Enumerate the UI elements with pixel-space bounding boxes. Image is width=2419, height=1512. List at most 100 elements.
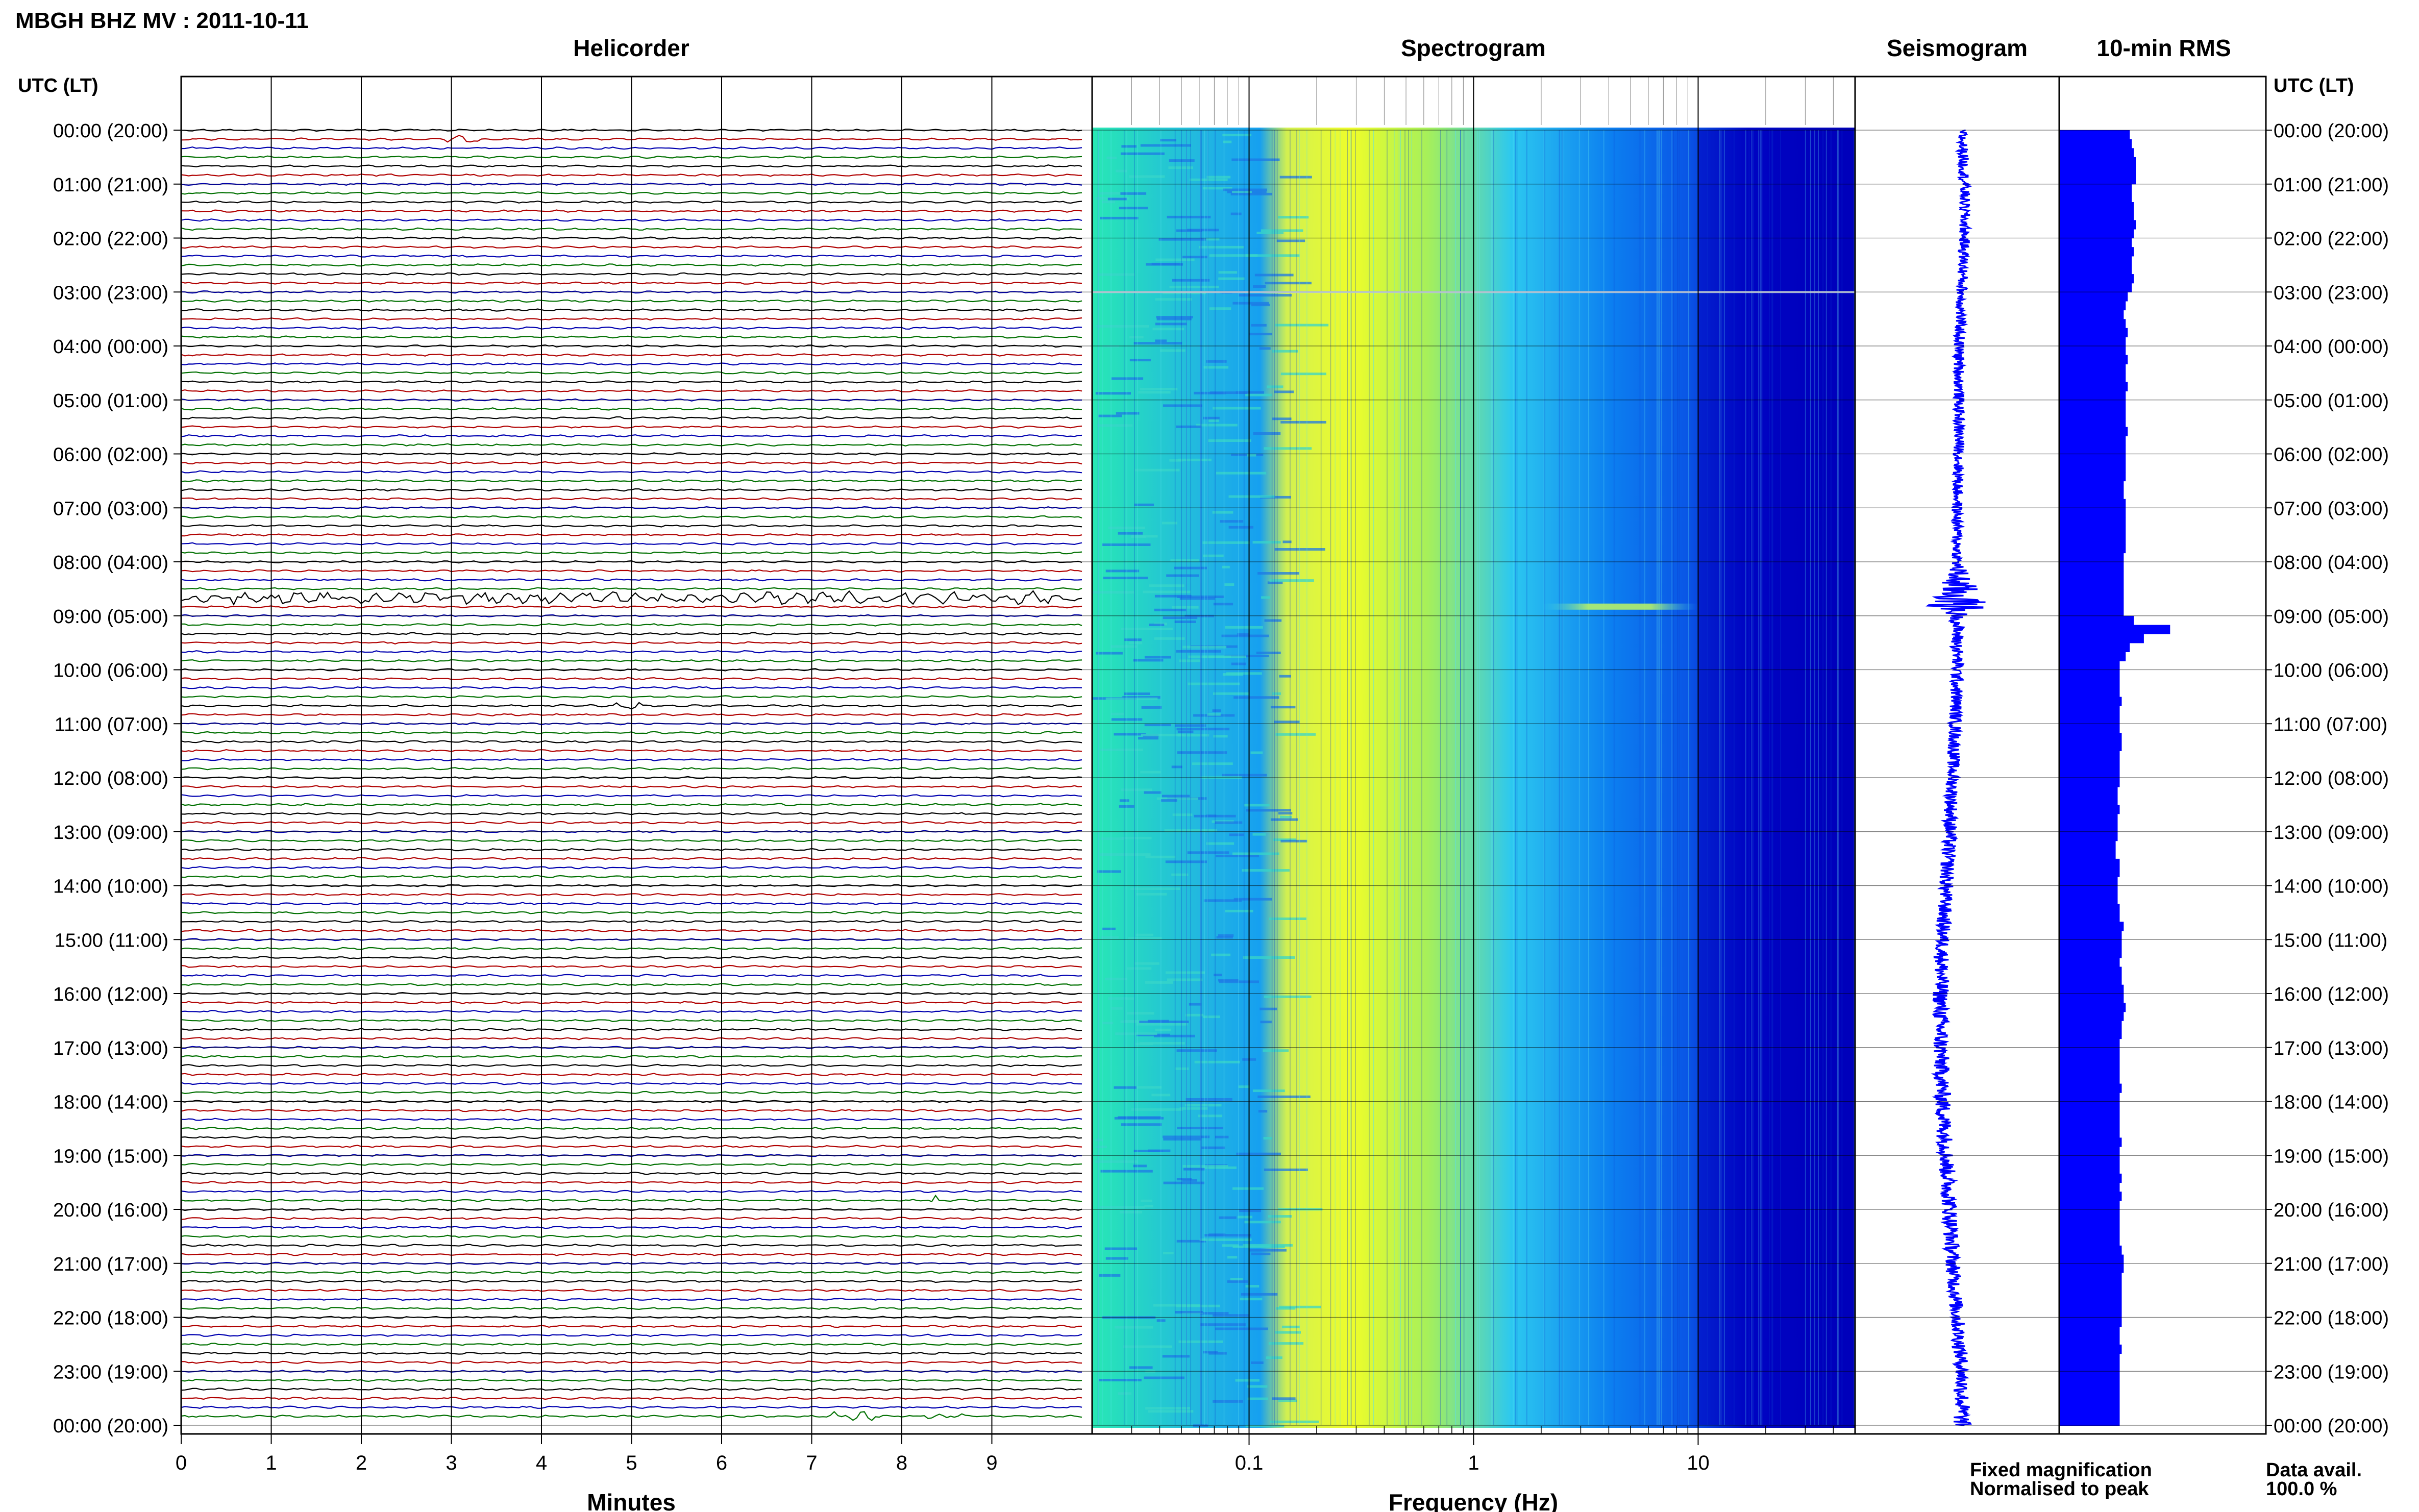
spectrogram-streak: [1114, 1086, 1137, 1089]
rms-bar: [2059, 1416, 2120, 1426]
spectrogram-streak: [1155, 323, 1187, 326]
rms-bar: [2059, 1326, 2120, 1336]
spectrogram-streak: [1130, 535, 1147, 538]
spectrogram-streak: [1270, 818, 1298, 821]
spectrogram-streak: [1187, 229, 1219, 232]
spectrogram-streak: [1208, 439, 1251, 442]
rms-bar: [2059, 1137, 2122, 1147]
spectrogram-streak: [1213, 407, 1261, 410]
spectrogram-streak: [1227, 1280, 1248, 1283]
spectrogram-streak: [1264, 619, 1282, 622]
hour-tick-label: 14:00 (10:00): [2274, 876, 2389, 898]
spectrogram-streak: [1121, 836, 1152, 839]
spectrogram-streak: [1239, 294, 1292, 297]
rms-bar: [2059, 543, 2126, 554]
hour-tick-label: 21:00 (17:00): [2274, 1254, 2389, 1275]
spectrogram-streak: [1201, 1146, 1225, 1149]
hour-tick-label: 17:00 (13:00): [2274, 1038, 2389, 1059]
spectrogram-streak: [1274, 548, 1325, 551]
spectrogram-streak: [1102, 543, 1151, 546]
spectrogram-streak: [1145, 981, 1173, 984]
spectrogram-streak: [1102, 1022, 1114, 1025]
spectrogram-streak: [1206, 360, 1227, 363]
helicorder-x-axis: 0 1 2 3 4 5 6 7 8 9: [176, 1434, 998, 1474]
spectrogram-streak: [1243, 1244, 1293, 1247]
spectrogram-streak: [1106, 156, 1117, 159]
spectrogram-streak: [1225, 909, 1253, 912]
rms-bar: [2059, 292, 2128, 302]
minute-tick-label: 8: [896, 1452, 907, 1474]
rms-bar: [2059, 1344, 2122, 1354]
spectrogram-streak: [1155, 1028, 1171, 1031]
hour-tick-label: 01:00 (21:00): [53, 175, 168, 196]
spectrogram-streak: [1141, 1199, 1152, 1202]
spectrogram-streak: [1272, 350, 1298, 353]
spectrogram-streak: [1231, 662, 1246, 665]
rms-bar: [2059, 400, 2126, 410]
spectrogram-streak: [1241, 1293, 1278, 1296]
spectrogram-streak: [1155, 258, 1195, 261]
spectrogram-streak: [1228, 495, 1275, 498]
rms-bar: [2059, 1335, 2120, 1345]
spectrogram-streak: [1144, 1205, 1153, 1208]
rms-bar: [2059, 337, 2126, 346]
spectrogram-streak: [1247, 454, 1256, 457]
spectrogram-streak: [1202, 238, 1220, 241]
spectrogram-streak: [1149, 584, 1184, 587]
spectrogram-streak: [1116, 412, 1140, 415]
spectrogram-streak: [1278, 812, 1293, 815]
spectrogram-streak: [1268, 1342, 1304, 1345]
spectrogram-streak: [1260, 1021, 1272, 1024]
hour-tick-label: 07:00 (03:00): [53, 498, 168, 519]
spectrogram-streak: [1156, 317, 1192, 320]
rms-bar: [2059, 184, 2132, 193]
spectrogram-streak: [1236, 1152, 1281, 1155]
spectrogram-streak: [1256, 651, 1281, 654]
spectrogram-streak: [1187, 851, 1229, 854]
spectrogram-streak: [1097, 273, 1135, 276]
hour-tick-label: 04:00 (00:00): [2274, 336, 2389, 358]
spectrogram-streak: [1110, 645, 1137, 648]
spectrogram-streak: [1108, 997, 1134, 1000]
spectrogram-streak: [1151, 1094, 1171, 1097]
spectrogram-streak: [1251, 324, 1267, 327]
rms-bar: [2059, 778, 2120, 787]
rms-bar: [2059, 1299, 2122, 1309]
rms-bar: [2059, 1236, 2120, 1246]
spectrogram-streak: [1100, 216, 1139, 219]
spectrogram-streak: [1095, 1138, 1103, 1142]
spectrogram-streak: [1238, 1085, 1250, 1088]
spectrogram-streak: [1121, 1123, 1162, 1126]
hour-tick-label: 00:00 (20:00): [53, 1416, 168, 1437]
spectrogram-streak: [1129, 1366, 1153, 1369]
spectrogram-streak: [1179, 659, 1201, 662]
spectrogram-streak: [1203, 416, 1220, 419]
spectrogram-streak: [1216, 855, 1259, 857]
spectrogram-streak: [1218, 934, 1234, 937]
spectrogram-streak: [1108, 526, 1145, 529]
hour-tick-label: 00:00 (20:00): [2274, 120, 2389, 142]
rms-bars: [2059, 130, 2170, 1426]
spectrogram-streak: [1118, 1392, 1131, 1395]
spectrogram-streak: [1100, 192, 1134, 195]
spectrogram-streak: [1112, 377, 1144, 380]
spectrogram-streak: [1280, 839, 1307, 842]
rms-bar: [2059, 1056, 2120, 1066]
spectrogram-streak: [1148, 1410, 1194, 1413]
spectrogram-streak: [1179, 1107, 1208, 1110]
spectrogram-streak: [1099, 1274, 1121, 1277]
spectrogram-streak: [1133, 342, 1182, 345]
spectrogram-streak: [1235, 1379, 1260, 1382]
rms-bar: [2059, 391, 2126, 401]
rms-bar: [2059, 1209, 2120, 1219]
spectrogram-streak: [1152, 328, 1184, 331]
spectrogram-streak: [1267, 581, 1283, 584]
spectrogram-streak: [1233, 898, 1272, 901]
rms-bar: [2059, 625, 2170, 634]
rms-bar: [2059, 1147, 2120, 1156]
spectrogram-streak: [1121, 145, 1137, 148]
spectrogram-streak: [1261, 596, 1271, 599]
spectrogram-streak: [1121, 628, 1173, 630]
spectrogram-streak: [1163, 404, 1202, 407]
spectrogram-streak: [1105, 977, 1127, 980]
